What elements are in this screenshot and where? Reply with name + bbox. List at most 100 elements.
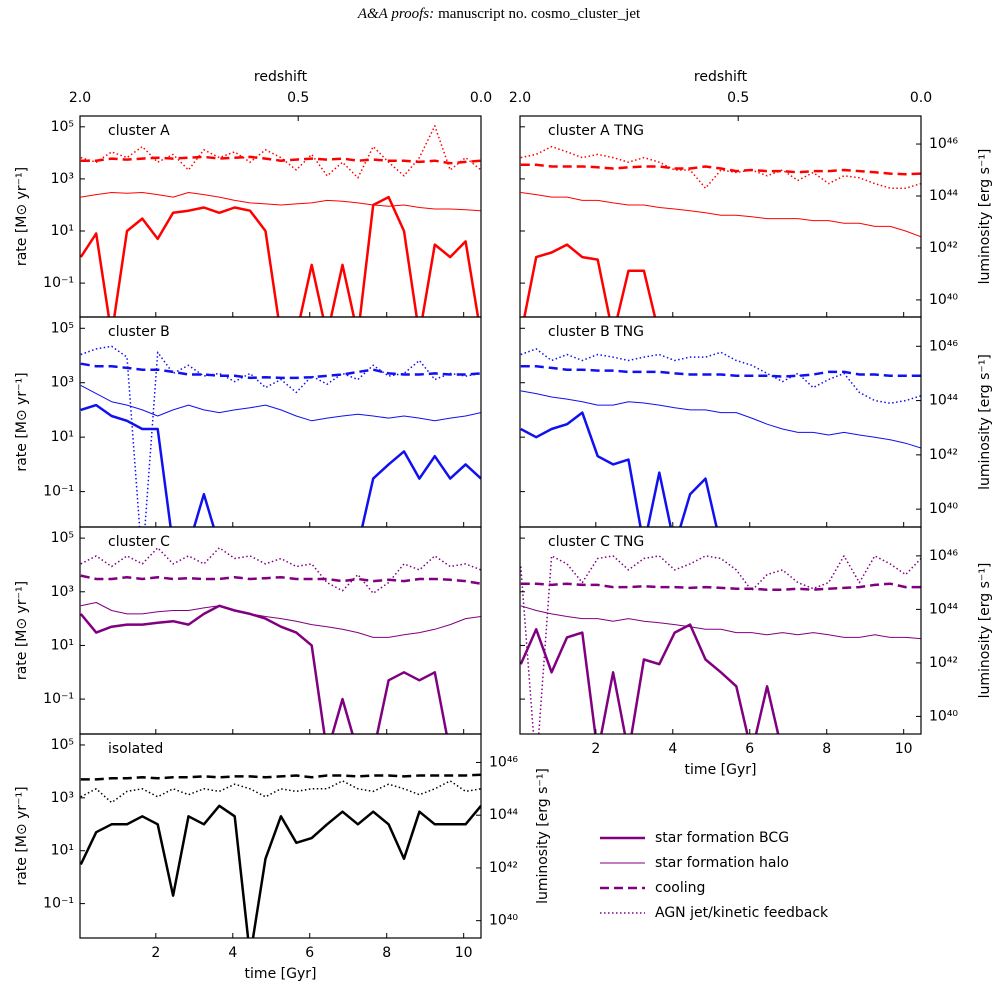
x-tick-label: 10 xyxy=(895,741,913,757)
x2-tick-label: 0.5 xyxy=(287,90,309,106)
series-line xyxy=(80,345,481,527)
y-tick-label: 10⁵ xyxy=(51,119,74,135)
y-axis-label: rate [M⊙ yr⁻¹] xyxy=(14,372,30,471)
series-line xyxy=(80,195,480,317)
page-header: A&A proofs: manuscript no. cosmo_cluster_… xyxy=(357,6,641,22)
axes-frame xyxy=(79,733,482,939)
series-line xyxy=(80,362,481,380)
y2-tick-label: 10⁴⁰ xyxy=(489,913,518,929)
series-line xyxy=(520,365,921,378)
y-axis-label: rate [M⊙ yr⁻¹] xyxy=(14,581,30,680)
x2-tick-label: 0.0 xyxy=(470,90,492,106)
x-tick-label: 4 xyxy=(668,741,677,757)
series-line xyxy=(520,411,718,527)
plot-area xyxy=(80,345,481,527)
y2-tick-label: 10⁴² xyxy=(929,240,958,256)
y2-tick-label: 10⁴² xyxy=(489,860,518,876)
y2-tick-label: 10⁴² xyxy=(929,655,958,671)
series-line xyxy=(80,192,481,212)
y-tick-label: 10⁻¹ xyxy=(43,896,74,912)
series-line xyxy=(520,390,921,449)
plot-area xyxy=(520,555,921,734)
y2-tick-label: 10⁴² xyxy=(929,447,958,463)
x2-tick-label: 2.0 xyxy=(69,90,91,106)
y2-tick-label: 10⁴⁶ xyxy=(929,136,958,152)
axes-frame xyxy=(519,526,922,735)
axes-frame xyxy=(79,316,482,528)
axes-frame xyxy=(519,316,922,528)
y-tick-label: 10⁻¹ xyxy=(43,484,74,500)
plot-area xyxy=(520,145,921,317)
y-tick-label: 10⁵ xyxy=(51,737,74,753)
x2-tick-label: 0.0 xyxy=(910,90,932,106)
y2-tick-label: 10⁴⁴ xyxy=(929,601,958,617)
axes-frame xyxy=(519,115,922,318)
plot-area xyxy=(80,125,481,317)
x2-tick-label: 0.5 xyxy=(727,90,749,106)
y2-axis-label: luminosity [erg s⁻¹] xyxy=(535,768,551,904)
panel-title: cluster A xyxy=(108,123,170,139)
y-axis-label: rate [M⊙ yr⁻¹] xyxy=(14,786,30,885)
series-line xyxy=(520,623,780,734)
panel-title: cluster B xyxy=(108,324,170,340)
series-line xyxy=(80,804,481,938)
y2-tick-label: 10⁴⁶ xyxy=(489,754,518,770)
journal: A&A proofs: xyxy=(357,6,434,22)
legend-label: cooling xyxy=(655,880,705,896)
panel-title: cluster A TNG xyxy=(548,123,644,139)
plot-area xyxy=(80,773,481,938)
series-line xyxy=(80,125,481,179)
x-tick-label: 2 xyxy=(151,945,160,961)
x2-axis-label: redshift xyxy=(254,69,308,85)
legend-label: AGN jet/kinetic feedback xyxy=(655,905,829,921)
x-tick-label: 6 xyxy=(305,945,314,961)
y2-tick-label: 10⁴⁴ xyxy=(489,807,518,823)
y-tick-label: 10³ xyxy=(51,790,74,806)
x2-tick-label: 2.0 xyxy=(509,90,531,106)
panel-title: isolated xyxy=(108,741,163,757)
y2-tick-label: 10⁴⁶ xyxy=(929,548,958,564)
panel-title: cluster C TNG xyxy=(548,534,644,550)
series-line xyxy=(80,780,481,804)
x2-axis-label: redshift xyxy=(694,69,748,85)
y2-tick-label: 10⁴⁴ xyxy=(929,393,958,409)
y2-tick-label: 10⁴⁰ xyxy=(929,708,958,724)
y-tick-label: 10¹ xyxy=(51,843,74,859)
x-axis-label: time [Gyr] xyxy=(685,762,757,778)
plot-area xyxy=(80,547,481,734)
series-line xyxy=(520,192,921,238)
panel-title: cluster B TNG xyxy=(548,324,644,340)
y-tick-label: 10¹ xyxy=(51,429,74,445)
x-tick-label: 2 xyxy=(591,741,600,757)
y-tick-label: 10³ xyxy=(51,375,74,391)
y-tick-label: 10⁻¹ xyxy=(43,691,74,707)
y-tick-label: 10⁵ xyxy=(51,530,74,546)
x-tick-label: 4 xyxy=(228,945,237,961)
legend-label: star formation halo xyxy=(655,855,789,871)
y2-tick-label: 10⁴⁴ xyxy=(929,188,958,204)
y-axis-label: rate [M⊙ yr⁻¹] xyxy=(14,167,30,266)
legend-label: star formation BCG xyxy=(655,830,789,846)
series-line xyxy=(80,574,481,585)
series-line xyxy=(80,547,481,595)
y2-axis-label: luminosity [erg s⁻¹] xyxy=(977,149,993,285)
y-tick-label: 10⁻¹ xyxy=(43,275,74,291)
series-line xyxy=(520,582,921,591)
x-tick-label: 6 xyxy=(745,741,754,757)
series-line xyxy=(80,604,448,734)
y2-tick-label: 10⁴⁰ xyxy=(929,501,958,517)
y2-axis-label: luminosity [erg s⁻¹] xyxy=(977,354,993,490)
y-tick-label: 10⁵ xyxy=(51,320,74,336)
series-line xyxy=(520,348,921,404)
x-tick-label: 8 xyxy=(382,945,391,961)
series-line xyxy=(80,384,481,422)
series-line xyxy=(520,145,921,189)
y-tick-label: 10¹ xyxy=(51,637,74,653)
x-tick-label: 10 xyxy=(455,945,473,961)
axes-frame xyxy=(79,115,482,318)
plot-area xyxy=(520,348,921,527)
series-line xyxy=(80,155,481,165)
y-tick-label: 10¹ xyxy=(51,223,74,239)
